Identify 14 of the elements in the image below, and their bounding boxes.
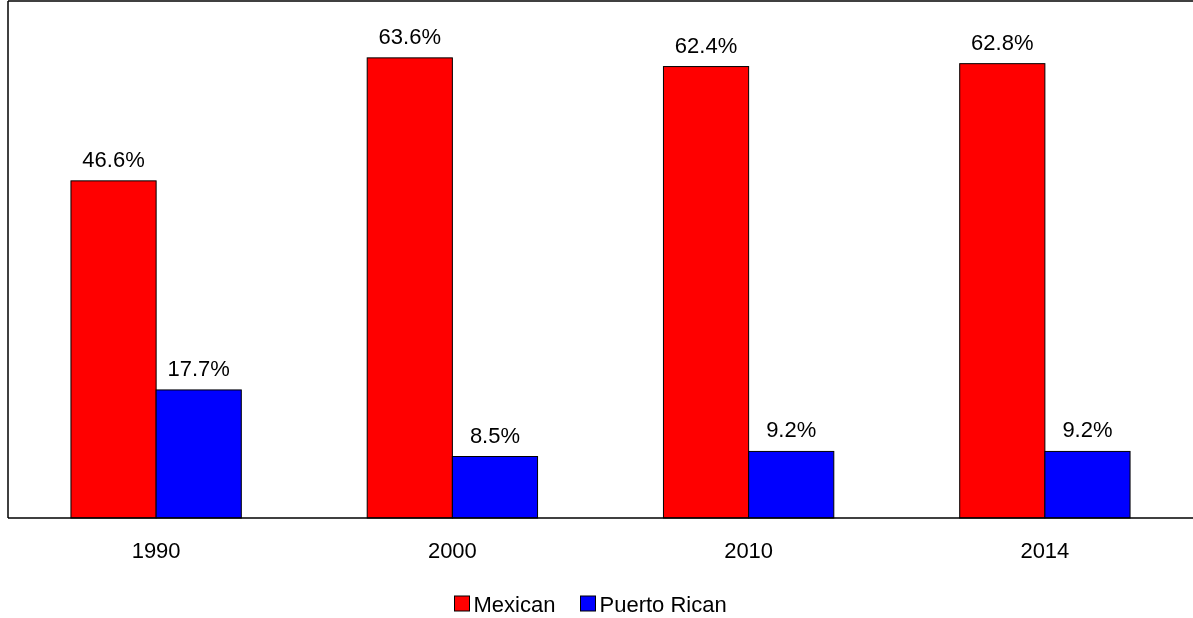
x-tick-label: 2014 — [1020, 538, 1070, 563]
legend-label: Mexican — [473, 592, 556, 617]
data-label: 62.4% — [674, 32, 738, 58]
x-tick-label: 2010 — [724, 538, 774, 563]
data-label: 9.2% — [1062, 417, 1113, 443]
data-label: 46.6% — [82, 146, 145, 172]
data-label: 63.6% — [378, 23, 441, 49]
data-label: 62.8% — [971, 29, 1034, 55]
data-label: 17.7% — [167, 355, 230, 381]
x-tick-label: 1990 — [131, 538, 181, 563]
data-label: 8.5% — [469, 422, 521, 448]
data-label: 9.2% — [766, 417, 817, 443]
legend-label: Puerto Rican — [599, 592, 727, 617]
x-tick-label: 2000 — [427, 538, 477, 563]
